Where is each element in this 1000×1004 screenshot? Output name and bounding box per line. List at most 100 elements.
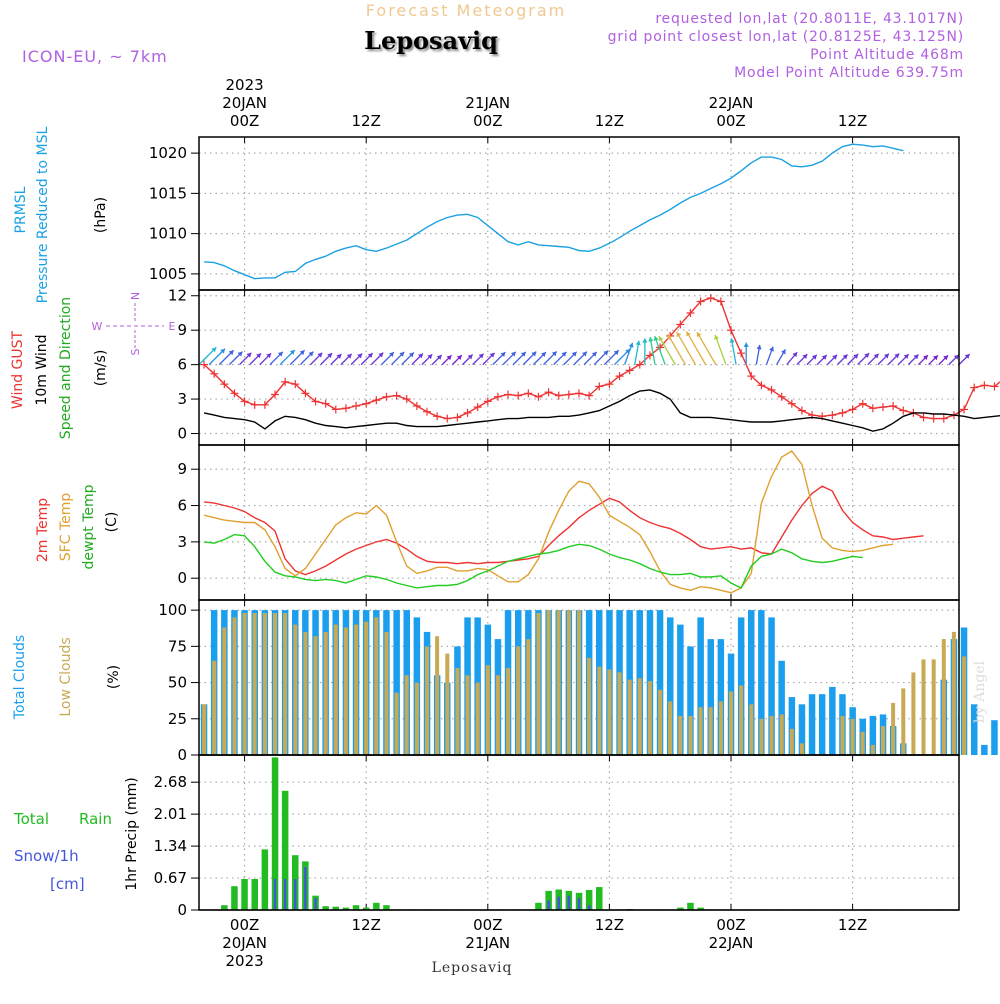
bar-low-clouds: [283, 613, 288, 755]
wind-arrow-shaft: [714, 334, 727, 365]
wind-arrow-head: [953, 354, 959, 360]
bottom-time-label: 21JAN: [465, 934, 510, 952]
bar-low-clouds: [536, 613, 541, 755]
gust-marker: [939, 414, 948, 423]
wind-arrow-icon: [208, 348, 226, 366]
gust-marker: [990, 382, 999, 391]
bar-total-clouds: [981, 744, 988, 755]
top-time-label: 12Z: [352, 112, 381, 130]
gust-marker: [220, 380, 229, 389]
bar-low-clouds: [749, 704, 754, 755]
gust-marker: [200, 360, 209, 369]
bar-low-clouds: [647, 681, 652, 755]
gust-marker: [311, 397, 320, 406]
wind-arrow-head: [571, 351, 577, 357]
bar-low-clouds: [891, 702, 896, 755]
bottom-time-label: 22JAN: [709, 934, 754, 952]
panel-clouds: 0 25 50 75 100: [158, 599, 998, 764]
wind-arrow-icon: [259, 352, 272, 366]
gust-marker: [777, 392, 786, 401]
wind-arrow-head: [802, 354, 808, 360]
wind-arrow-head: [510, 351, 516, 357]
wind-arrow-icon: [714, 334, 727, 365]
wind-arrow-head: [628, 342, 634, 348]
bar-low-clouds: [425, 646, 429, 755]
gust-marker: [473, 403, 482, 412]
clouds-unit: (%): [106, 665, 122, 689]
wind-arrow-head: [456, 355, 462, 361]
wind-arrow-icon: [583, 351, 598, 366]
pressure-unit: (hPa): [93, 197, 109, 233]
wind-arrow-head: [489, 352, 495, 358]
wind-arrow-head: [246, 352, 252, 358]
bar-low-clouds: [566, 610, 571, 755]
wind-arrow-head: [769, 346, 774, 352]
wind-arrow-shaft: [730, 338, 737, 365]
wind-arrow-head: [943, 355, 949, 361]
bar-low-clouds: [698, 707, 703, 755]
gust-marker: [686, 308, 695, 317]
gust-marker: [271, 390, 279, 399]
bar-low-clouds: [404, 675, 409, 755]
top-time-label: 00Z: [230, 112, 259, 130]
wind-arrow-icon: [380, 351, 395, 366]
top-time-label: 22JAN: [709, 94, 754, 112]
gust-marker: [504, 390, 513, 399]
ytick-label: 1005: [149, 265, 187, 283]
wind-arrow-head: [591, 351, 597, 357]
wind-arrow-icon: [658, 335, 676, 365]
gust-marker: [331, 405, 340, 414]
wind-arrow-head: [317, 352, 323, 358]
ytick-label: 2.01: [154, 805, 187, 823]
gust-marker: [970, 383, 979, 392]
top-time-label: 21JAN: [465, 94, 510, 112]
gust-marker: [423, 407, 431, 416]
wind-arrow-shaft: [654, 335, 666, 365]
header: Forecast Meteogram Leposaviq ICON-EU, ~ …: [22, 1, 963, 81]
wind-arrow-head: [676, 332, 682, 338]
wind-arrow-head: [531, 351, 537, 357]
bar-total-rain: [585, 890, 593, 910]
gust-marker: [919, 413, 928, 422]
panel-pressure: 1005 1010 1015 1020: [149, 136, 960, 291]
wind-arrow-head: [603, 350, 609, 356]
wind-arrow-icon: [948, 354, 960, 366]
wind-arrow-shaft: [696, 331, 717, 365]
wind-arrow-head: [551, 351, 557, 357]
gust-marker: [787, 399, 796, 408]
bar-low-clouds: [546, 610, 551, 755]
ytick-label: 12: [168, 287, 187, 305]
wind-arrow-head: [357, 353, 363, 359]
bar-snow-1h: [577, 898, 581, 910]
bar-low-clouds: [293, 624, 298, 755]
gust-marker: [828, 411, 837, 420]
gust-marker: [260, 400, 269, 409]
gust-marker: [352, 401, 361, 410]
bar-low-clouds: [202, 704, 207, 755]
bar-low-clouds: [384, 631, 389, 755]
bar-low-clouds: [273, 613, 277, 755]
bar-snow-1h: [557, 896, 560, 910]
gust-marker: [767, 385, 776, 394]
bar-snow-1h: [273, 879, 277, 910]
bar-low-clouds: [303, 631, 308, 755]
gust-marker: [230, 389, 239, 398]
bottom-time-label: 00Z: [473, 916, 502, 934]
compass-s: S: [129, 348, 142, 355]
bottom-time-label: 20JAN: [222, 934, 267, 952]
top-time-label: 20JAN: [222, 94, 267, 112]
bar-low-clouds: [729, 691, 733, 755]
bar-low-clouds: [354, 624, 359, 755]
wind-arrow-icon: [743, 342, 749, 365]
gust-marker: [585, 391, 594, 400]
bar-total-clouds: [788, 697, 796, 755]
gust-marker: [706, 294, 715, 303]
bar-total-clouds: [829, 686, 836, 755]
gust-marker: [879, 403, 887, 412]
wind-arrow-head: [792, 352, 798, 358]
wind-arrow-head: [933, 355, 938, 361]
wind-arrow-head: [266, 353, 272, 359]
bar-total-rain: [687, 902, 694, 910]
bar-low-clouds: [333, 624, 338, 755]
